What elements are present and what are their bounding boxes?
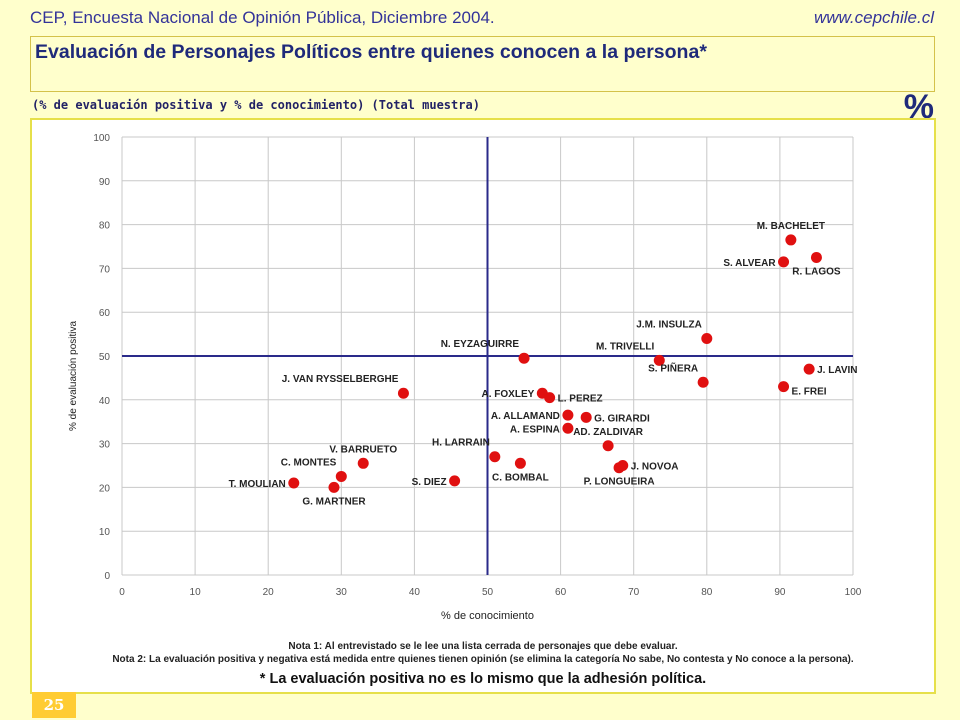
data-point-label: P. LONGUEIRA — [584, 477, 655, 488]
data-point — [544, 392, 556, 404]
data-point-label: AD. ZALDIVAR — [573, 427, 644, 438]
y-tick-label: 60 — [99, 308, 111, 319]
x-tick-label: 100 — [845, 587, 862, 598]
data-point — [514, 457, 526, 469]
note-1: Nota 1: Al entrevistado se le lee una li… — [288, 641, 678, 652]
x-tick-label: 90 — [774, 587, 786, 598]
data-point-label: V. BARRUETO — [329, 444, 397, 455]
note-2: Nota 2: La evaluación positiva y negativ… — [112, 654, 854, 665]
x-tick-label: 60 — [555, 587, 567, 598]
chart-subtitle: (% de evaluación positiva y % de conocim… — [32, 98, 480, 112]
data-point-label: G. MARTNER — [302, 496, 366, 507]
y-tick-label: 20 — [99, 483, 111, 494]
x-tick-label: 70 — [628, 587, 640, 598]
data-point-label: S. DIEZ — [412, 477, 447, 488]
data-point-label: L. PEREZ — [558, 394, 603, 405]
data-point-label: C. BOMBAL — [492, 472, 549, 483]
header-source: CEP, Encuesta Nacional de Opinión Públic… — [30, 8, 495, 27]
scatter-chart: 0 10 20 30 40 50 60 70 80 90 100 0 10 20 30 40 50 60 70 80 9… — [68, 133, 862, 622]
data-point-label: J. VAN RYSSELBERGHE — [282, 374, 399, 385]
data-point — [328, 481, 340, 493]
data-point-label: M. BACHELET — [757, 221, 825, 232]
data-point — [562, 409, 574, 421]
header-website-link[interactable]: www.cepchile.cl — [814, 8, 934, 27]
y-tick-label: 0 — [104, 571, 110, 582]
data-point-label: J. LAVIN — [817, 365, 857, 376]
title-box: Evaluación de Personajes Políticos entre… — [30, 36, 935, 92]
data-point — [518, 352, 530, 364]
data-point — [602, 440, 614, 452]
data-point-label: N. EYZAGUIRRE — [441, 339, 520, 350]
data-point — [288, 477, 300, 489]
data-point — [701, 332, 713, 344]
x-tick-label: 0 — [119, 587, 125, 598]
data-point-label: S. PIÑERA — [648, 361, 698, 374]
x-tick-label: 80 — [701, 587, 713, 598]
data-point-label: T. MOULIAN — [229, 479, 286, 490]
y-axis-label: % de evaluación positiva — [68, 321, 79, 432]
data-point — [778, 256, 790, 268]
data-point — [803, 363, 815, 375]
data-point — [397, 387, 409, 399]
x-axis-label: % de conocimiento — [441, 610, 534, 622]
chart-panel: 0 10 20 30 40 50 60 70 80 90 100 0 10 20 30 40 50 60 70 80 9… — [30, 118, 936, 694]
data-point-label: A. ALLAMAND — [491, 411, 560, 422]
y-tick-label: 100 — [93, 133, 110, 144]
data-point-label: M. TRIVELLI — [596, 341, 655, 352]
data-point — [653, 354, 665, 366]
data-point-label: R. LAGOS — [792, 266, 841, 277]
x-tick-label: 40 — [409, 587, 421, 598]
data-point — [810, 251, 822, 263]
data-point — [613, 462, 625, 474]
data-point-label: A. FOXLEY — [482, 389, 535, 400]
data-point-label: E. FREI — [792, 387, 827, 398]
y-tick-label: 40 — [99, 396, 111, 407]
y-tick-label: 50 — [99, 352, 111, 363]
data-point — [335, 470, 347, 482]
data-point — [489, 451, 501, 463]
x-tick-label: 20 — [263, 587, 275, 598]
data-point-label: S. ALVEAR — [723, 258, 776, 269]
data-point-label: J. NOVOA — [631, 462, 679, 473]
data-point-label: H. LARRAIN — [432, 438, 490, 449]
data-point — [785, 234, 797, 246]
y-tick-label: 90 — [99, 177, 111, 188]
y-tick-label: 80 — [99, 221, 111, 232]
data-point — [357, 457, 369, 469]
x-tick-label: 10 — [190, 587, 202, 598]
data-point — [562, 422, 574, 434]
data-point-label: J.M. INSULZA — [636, 319, 702, 330]
data-point-label: A. ESPINA — [510, 424, 560, 435]
x-tick-label: 50 — [482, 587, 494, 598]
footnote: * La evaluación positiva no es lo mismo … — [259, 671, 707, 687]
y-tick-label: 70 — [99, 264, 111, 275]
y-tick-label: 30 — [99, 440, 111, 451]
data-point-label: G. GIRARDI — [594, 413, 650, 424]
data-point — [449, 475, 461, 487]
x-tick-label: 30 — [336, 587, 348, 598]
y-tick-label: 10 — [99, 527, 111, 538]
data-point — [580, 411, 592, 423]
data-point — [697, 376, 709, 388]
data-point-label: C. MONTES — [281, 457, 337, 468]
page-number: 25 — [32, 692, 76, 718]
data-point — [778, 381, 790, 393]
page-title: Evaluación de Personajes Políticos entre… — [35, 41, 707, 63]
